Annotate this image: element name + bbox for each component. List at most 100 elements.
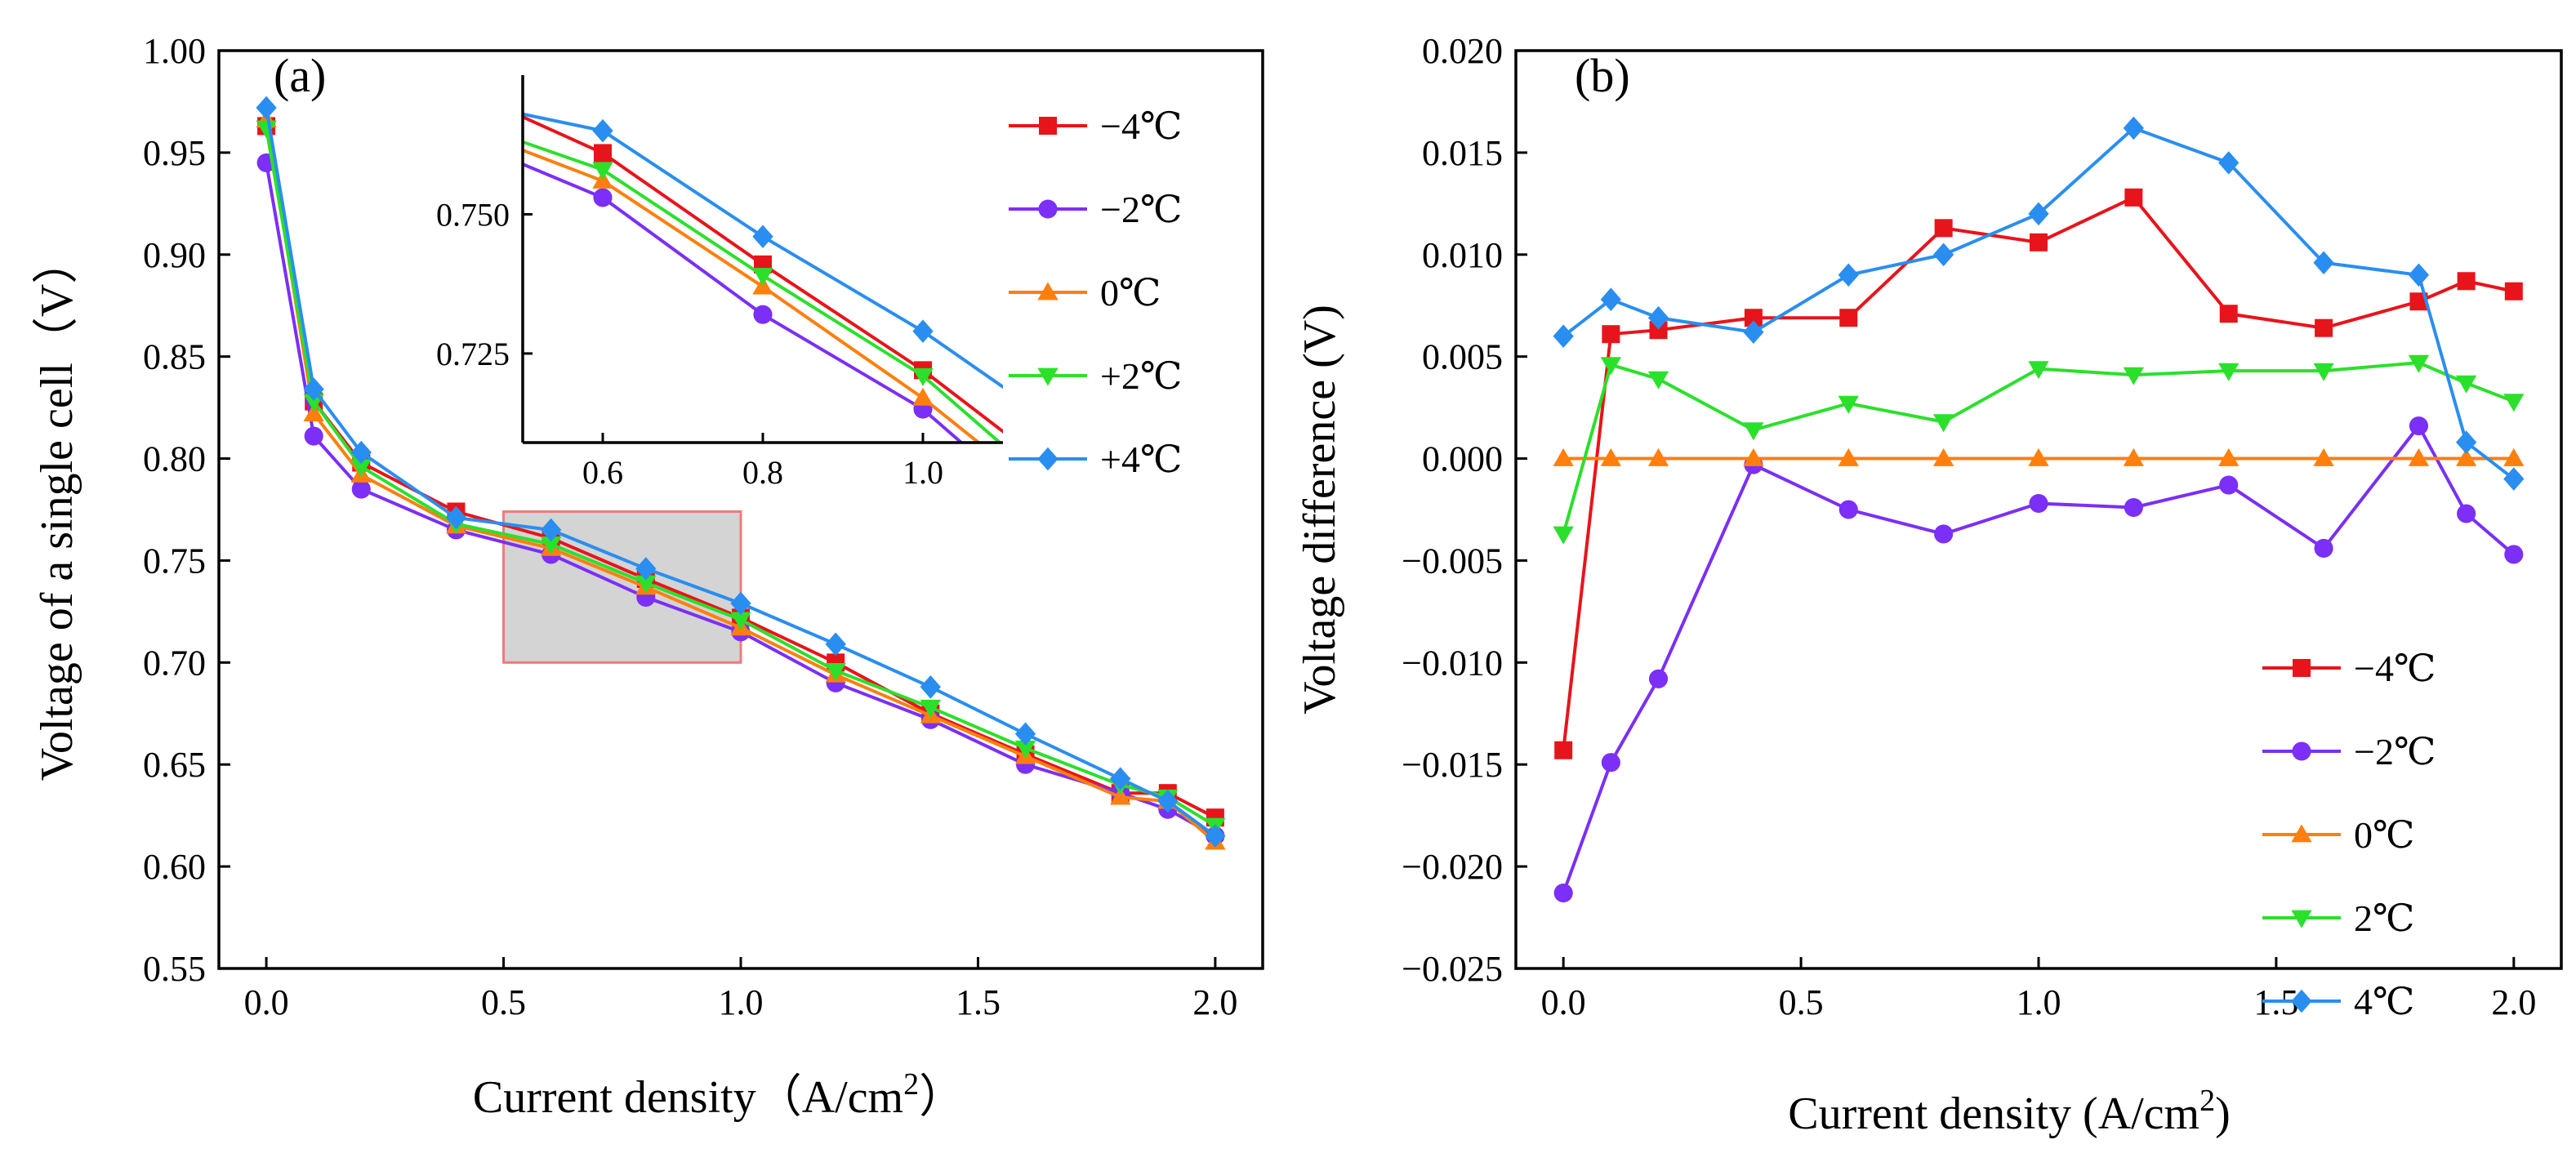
data-point <box>2504 282 2523 301</box>
data-point <box>825 632 846 657</box>
y-tick-label: 1.00 <box>143 31 206 71</box>
data-point <box>350 459 372 478</box>
inset-data-point <box>1072 516 1093 534</box>
data-point <box>2457 504 2476 523</box>
x-tick-label: 2.0 <box>1192 982 1237 1022</box>
data-point <box>1744 309 1763 327</box>
data-point <box>1743 447 1764 466</box>
data-point <box>1743 422 1764 441</box>
inset-data-point <box>912 387 934 406</box>
data-point <box>2455 430 2477 454</box>
inset-data-point <box>1073 539 1092 558</box>
inset-data-point <box>1634 840 1652 858</box>
inset-data-point <box>1714 956 1732 975</box>
data-point <box>2028 447 2049 466</box>
data-point <box>1649 321 1668 340</box>
y-tick-label: 0.65 <box>143 745 206 785</box>
data-point <box>540 518 562 542</box>
legend-label: −4℃ <box>2354 648 2436 689</box>
legend-marker <box>2292 741 2311 761</box>
inset-data-point <box>432 86 452 109</box>
legend-marker <box>1037 367 1058 386</box>
y-tick-label: −0.010 <box>1402 643 1503 683</box>
inset-data-point <box>1714 907 1732 925</box>
legend-item: −4℃ <box>2262 648 2436 689</box>
data-point <box>2455 447 2477 466</box>
inset-data-point <box>1713 973 1733 991</box>
inset-data-point <box>1553 799 1573 822</box>
x-axis-label: Current density (A/cm2) <box>1788 1084 2231 1139</box>
y-tick-label: 0.60 <box>143 847 206 887</box>
data-point <box>1838 447 1859 466</box>
legend-marker <box>2293 659 2311 677</box>
data-point <box>1205 824 1226 848</box>
legend-marker <box>1037 447 1058 471</box>
y-tick-label: 0.000 <box>1422 439 1503 479</box>
legend-item: +2℃ <box>1009 355 1182 397</box>
inset-data-point <box>1553 839 1572 858</box>
data-point <box>1838 263 1859 287</box>
inset-data-point <box>752 268 773 287</box>
data-point <box>2504 545 2524 564</box>
inset-data-point <box>592 118 613 143</box>
data-point <box>1601 753 1620 772</box>
data-point <box>2218 363 2240 381</box>
data-point <box>635 575 657 594</box>
x-axis-label: Current density（A/cm2） <box>473 1067 965 1123</box>
legend-item: −2℃ <box>1009 189 1182 230</box>
inset-data-point <box>1233 639 1252 658</box>
data-point <box>920 699 942 718</box>
legend-label: 0℃ <box>1100 272 1161 314</box>
data-point <box>1743 320 1764 344</box>
inset-data-point <box>1633 860 1653 884</box>
inset-data-point <box>1072 507 1093 525</box>
inset-data-point <box>1713 930 1733 948</box>
data-point <box>1553 526 1574 545</box>
y-tick-label: −0.005 <box>1402 541 1503 581</box>
data-point <box>2218 151 2240 175</box>
data-point <box>1014 722 1036 746</box>
data-point <box>1934 219 1953 238</box>
data-point <box>1157 789 1179 813</box>
x-tick-label: 0.0 <box>244 982 289 1022</box>
data-point <box>1110 786 1131 805</box>
legend-item: −4℃ <box>1009 105 1182 147</box>
data-point <box>2123 116 2145 140</box>
inset-data-point <box>1234 623 1252 641</box>
data-point <box>1647 371 1669 390</box>
legend-label: −2℃ <box>2354 731 2436 772</box>
legend-marker <box>2291 824 2312 843</box>
x-tick-label: 1.5 <box>956 982 1001 1022</box>
legend-label: +4℃ <box>1100 439 1182 480</box>
inset-data-point <box>1232 548 1253 572</box>
x-tick-label: 2.0 <box>2491 982 2536 1022</box>
data-point <box>1838 500 1858 519</box>
data-point <box>256 120 277 139</box>
inset-data-point <box>752 225 773 249</box>
data-point <box>1932 414 1954 433</box>
data-point <box>2219 475 2239 495</box>
data-point <box>2503 447 2525 466</box>
inset-series-+2℃ <box>523 140 1733 948</box>
data-point <box>303 377 324 401</box>
legend-label: +2℃ <box>1100 355 1182 397</box>
data-point <box>2123 447 2145 466</box>
data-point <box>1600 357 1622 376</box>
series-0℃ <box>1553 447 2525 466</box>
inset-data-point <box>1072 431 1093 455</box>
y-tick-label: 0.70 <box>143 643 206 683</box>
inset-data-point <box>593 188 613 207</box>
inset-data-point <box>1393 719 1413 737</box>
data-point <box>2123 367 2145 385</box>
data-point <box>2124 188 2143 207</box>
data-point <box>2455 375 2477 394</box>
data-point <box>1932 243 1954 267</box>
inset-data-point <box>1232 608 1253 626</box>
y-tick-label: 0.020 <box>1422 31 1503 71</box>
inset-data-point <box>433 122 452 140</box>
data-point <box>2218 447 2240 466</box>
y-tick-label: 0.75 <box>143 541 206 581</box>
y-axis-label: Voltage of a single cell（V） <box>32 238 82 781</box>
data-point <box>2315 318 2333 337</box>
